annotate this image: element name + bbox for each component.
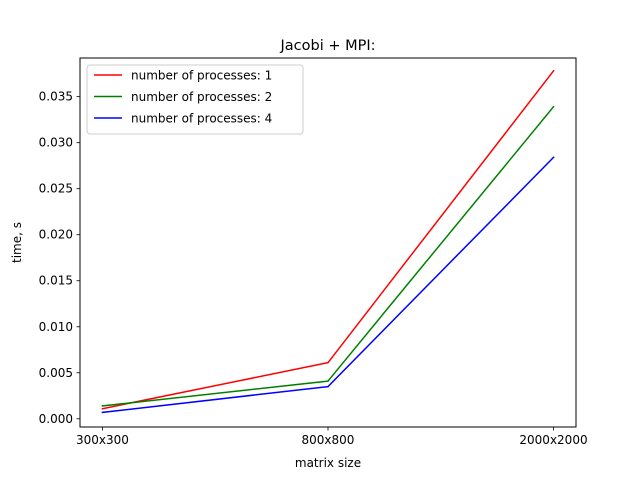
data-point (327, 385, 329, 388)
y-tick-label: 0.005 (39, 366, 73, 380)
y-tick-label: 0.025 (39, 182, 73, 196)
legend-label: number of processes: 4 (131, 112, 272, 126)
data-point (101, 407, 104, 410)
x-tick-label: 2000x2000 (519, 433, 587, 447)
y-tick-label: 0.030 (39, 136, 73, 150)
data-point (327, 380, 329, 382)
chart-title: Jacobi + MPI: (279, 38, 375, 54)
y-tick-label: 0.015 (39, 274, 73, 288)
legend-label: number of processes: 1 (131, 69, 272, 83)
legend: number of processes: 1 number of processe… (86, 64, 304, 135)
x-tick-label: 300x300 (76, 433, 129, 447)
y-tick-label: 0.010 (39, 320, 73, 334)
data-point (327, 361, 329, 364)
y-axis-ticks: 0.000 0.005 0.010 0.015 0.020 0.025 0.030 0.035 (39, 90, 80, 426)
series-line-2 (101, 105, 555, 407)
data-point (101, 405, 104, 407)
data-point (552, 70, 555, 72)
x-tick-label: 800x800 (302, 433, 355, 447)
data-point (552, 156, 555, 159)
y-axis-label: time, s (10, 222, 24, 263)
y-tick-label: 0.020 (39, 228, 73, 242)
y-tick-label: 0.035 (39, 90, 73, 104)
x-axis-label: matrix size (295, 456, 361, 470)
legend-label: number of processes: 2 (131, 90, 272, 104)
series-line-3 (101, 156, 555, 414)
y-tick-label: 0.000 (39, 412, 73, 426)
x-axis-ticks: 300x300 800x800 2000x2000 (76, 427, 588, 447)
data-point (101, 411, 104, 414)
legend-box (86, 64, 304, 135)
plot-lines (101, 69, 555, 414)
data-point (552, 106, 555, 108)
